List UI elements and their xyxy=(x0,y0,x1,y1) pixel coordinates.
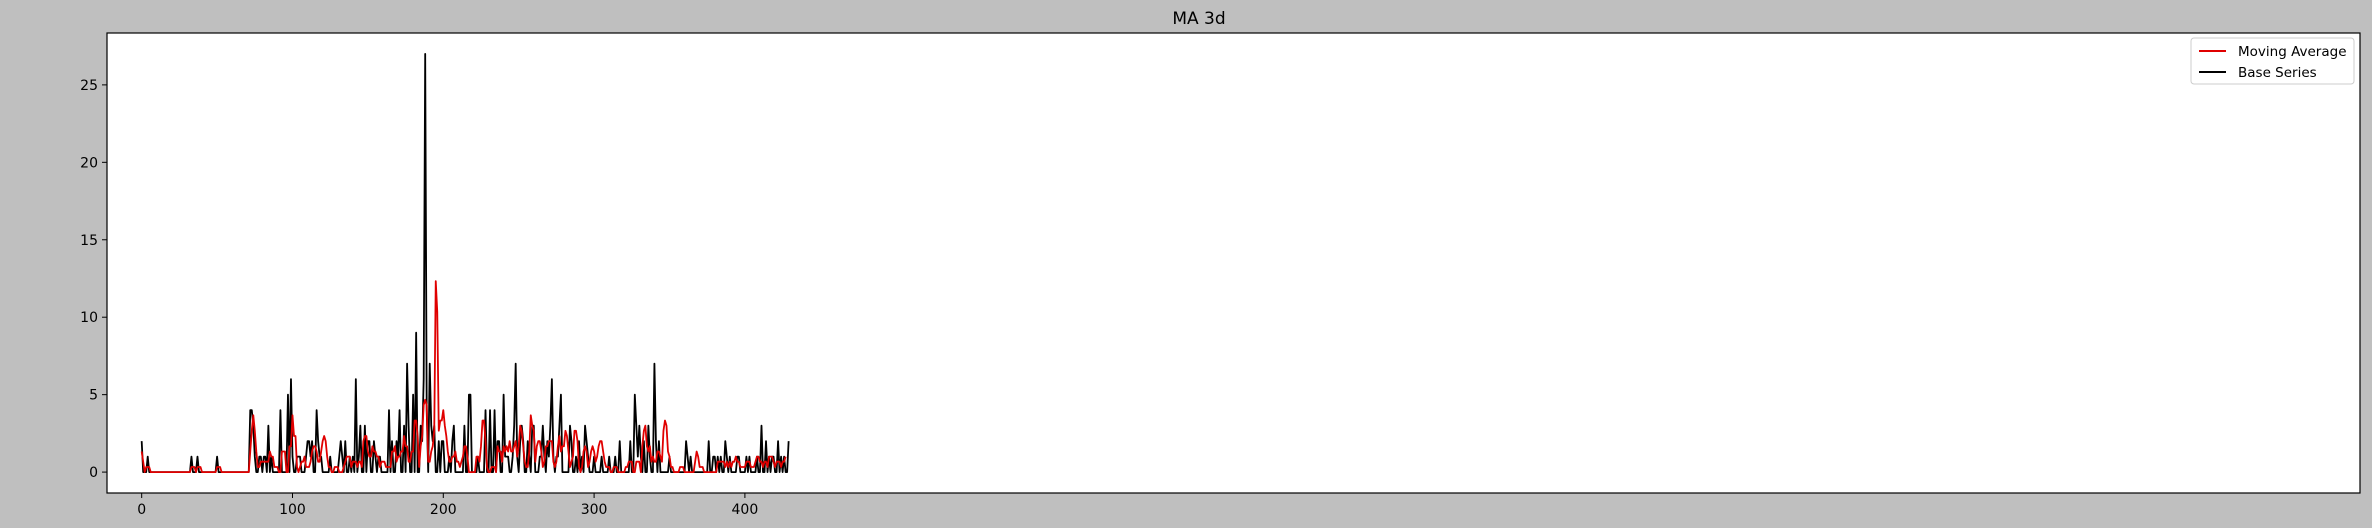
x-tick-label-400: 400 xyxy=(732,502,759,518)
y-tick-label-20: 20 xyxy=(80,155,98,171)
x-axis: 0 100 200 300 400 xyxy=(137,493,758,518)
plot-area xyxy=(107,33,2360,493)
plot-frame xyxy=(106,32,2361,494)
series-layer xyxy=(140,53,790,473)
series-line-base-series xyxy=(140,53,790,473)
y-tick-label-25: 25 xyxy=(80,78,98,94)
legend: Moving Average Base Series xyxy=(2190,37,2355,85)
series-line-moving-average xyxy=(140,280,787,473)
x-tick-label-100: 100 xyxy=(279,502,306,518)
y-axis: 0 5 10 15 20 25 xyxy=(80,78,107,481)
x-tick-label-200: 200 xyxy=(430,502,457,518)
x-tick-label-0: 0 xyxy=(137,502,146,518)
x-tick-label-300: 300 xyxy=(581,502,608,518)
chart-title: MA 3d xyxy=(1172,9,1225,29)
legend-label-base-series: Base Series xyxy=(2238,65,2317,81)
legend-box xyxy=(2190,37,2355,85)
y-tick-label-5: 5 xyxy=(89,388,98,404)
y-tick-label-0: 0 xyxy=(89,465,98,481)
y-tick-label-10: 10 xyxy=(80,310,98,326)
y-tick-label-15: 15 xyxy=(80,233,98,249)
legend-label-moving-average: Moving Average xyxy=(2238,44,2347,60)
